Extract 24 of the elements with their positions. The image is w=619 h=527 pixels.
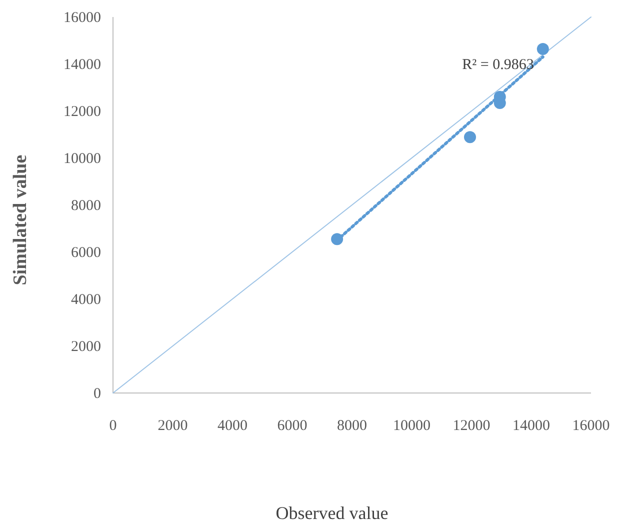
x-tick-label: 10000	[393, 418, 430, 434]
x-tick-label: 16000	[572, 418, 610, 434]
annotation: R² = 0.9863	[462, 57, 534, 73]
y-tick-label: 8000	[71, 198, 101, 214]
y-tick-label: 6000	[71, 245, 101, 261]
point	[464, 131, 476, 144]
y-tick-label: 2000	[71, 339, 101, 355]
x-tick-label: 6000	[277, 418, 308, 434]
x-tick-label: 8000	[337, 418, 367, 434]
y-tick-label: 4000	[71, 292, 101, 308]
x-tick-label: 0	[109, 418, 117, 434]
x-tick-label: 2000	[158, 418, 188, 434]
x-tick-label: 12000	[452, 418, 490, 434]
point	[331, 233, 344, 246]
y-tick-label: 16000	[64, 10, 101, 26]
y-tick-label: 0	[94, 386, 101, 402]
y-tick-label: 14000	[64, 57, 101, 73]
x-tick-label: 14000	[512, 418, 550, 434]
y-tick-label: 10000	[64, 151, 101, 167]
point	[536, 42, 549, 55]
y-tick-label: 12000	[64, 104, 101, 120]
x-axis-title: Observed value	[276, 503, 388, 523]
y-axis-title: Simulated value	[10, 154, 31, 286]
x-tick-label: 4000	[218, 418, 248, 434]
